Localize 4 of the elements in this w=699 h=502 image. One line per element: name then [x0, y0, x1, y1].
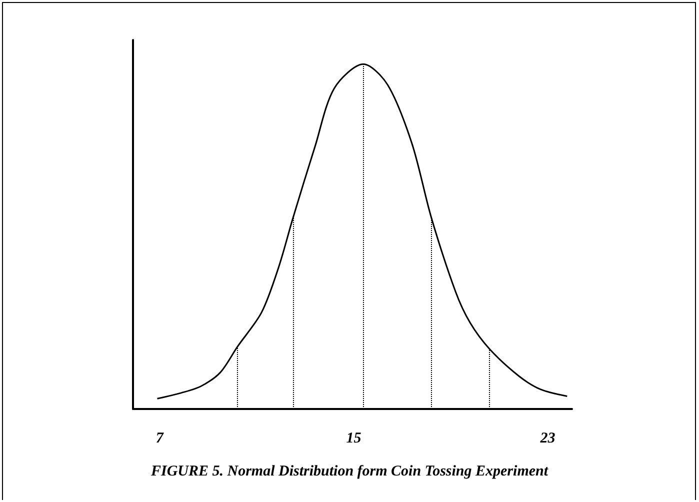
x-tick-label: 15: [346, 430, 362, 446]
x-tick-label: 7: [156, 430, 164, 446]
x-tick-label: 23: [539, 430, 556, 446]
text: FIGURE 5. Normal Distribution form Coin Tossing Experiment: [150, 464, 549, 480]
